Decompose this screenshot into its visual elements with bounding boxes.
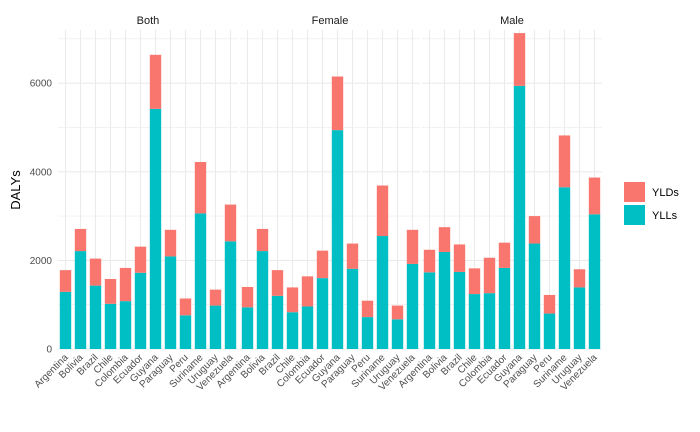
bar-ylls-both-chile (104, 303, 117, 349)
bar-ylds-female-uruguay (391, 305, 404, 320)
bar-ylls-both-ecuador (134, 272, 147, 349)
bar-ylds-female-chile (286, 287, 299, 313)
bar-ylds-male-argentina (423, 249, 436, 273)
y-axis-title: DALYs (8, 170, 23, 210)
bar-ylls-male-ecuador (498, 267, 511, 349)
bar-ylls-female-peru (361, 317, 374, 349)
bar-ylls-both-argentina (59, 291, 72, 349)
bar-ylds-female-suriname (376, 185, 389, 237)
bar-ylds-male-brazil (453, 244, 466, 272)
y-tick-label: 6000 (30, 79, 53, 90)
legend: YLDs YLLs (624, 182, 679, 225)
bar-ylls-female-chile (286, 312, 299, 349)
bar-ylds-both-ecuador (134, 246, 147, 273)
bar-ylls-male-chile (468, 294, 481, 349)
bar-ylls-male-guyana (513, 85, 526, 349)
bar-ylds-female-peru (361, 300, 374, 318)
bar-ylds-female-ecuador (316, 250, 329, 279)
bar-ylds-male-bolivia (438, 227, 451, 252)
bar-ylds-female-argentina (241, 286, 254, 308)
bar-ylls-female-argentina (241, 307, 254, 349)
bar-ylls-both-bolivia (74, 251, 87, 349)
bar-ylds-both-venezuela (224, 204, 237, 242)
bar-ylls-both-colombia (119, 301, 132, 349)
bar-ylds-both-peru (179, 298, 192, 316)
bar-ylds-both-chile (104, 278, 117, 304)
x-tick-labels: ArgentinaBoliviaBrazilChileColombiaEcuad… (33, 352, 600, 393)
bar-ylds-male-ecuador (498, 242, 511, 268)
bar-ylls-male-venezuela (588, 214, 601, 349)
bar-ylls-both-guyana (149, 108, 162, 349)
facet-label-male: Male (500, 15, 524, 27)
bar-ylds-both-suriname (194, 162, 207, 214)
bar-ylls-both-paraguay (164, 256, 177, 349)
bar-ylls-male-suriname (558, 187, 571, 349)
bar-ylls-male-bolivia (438, 251, 451, 349)
bar-ylls-male-peru (543, 313, 556, 349)
bar-ylds-female-colombia (301, 276, 314, 307)
bar-ylls-both-venezuela (224, 241, 237, 349)
bar-ylds-both-paraguay (164, 229, 177, 257)
bar-ylls-female-bolivia (256, 251, 269, 349)
legend-key-ylds (624, 182, 645, 202)
bar-ylds-female-bolivia (256, 228, 269, 252)
bar-ylds-both-bolivia (74, 228, 87, 252)
bar-ylds-female-venezuela (406, 229, 419, 264)
bar-ylds-male-chile (468, 268, 481, 295)
bar-ylls-female-uruguay (391, 319, 404, 349)
bar-ylls-female-brazil (271, 295, 284, 349)
bar-ylds-both-colombia (119, 267, 132, 302)
y-tick-label: 2000 (30, 256, 53, 267)
bar-ylds-both-brazil (89, 258, 102, 286)
bar-ylls-male-paraguay (528, 243, 541, 349)
legend-label-ylds: YLDs (652, 187, 679, 199)
bar-ylds-both-guyana (149, 54, 162, 109)
y-tick-label: 0 (46, 345, 52, 356)
bar-ylds-male-suriname (558, 135, 571, 188)
bar-ylds-male-uruguay (573, 269, 586, 288)
bar-ylls-both-suriname (194, 213, 207, 349)
bar-ylds-male-paraguay (528, 216, 541, 244)
bar-ylds-both-uruguay (209, 289, 222, 306)
y-tick-labels: 0 2000 4000 6000 (30, 79, 53, 356)
bar-ylds-female-guyana (331, 76, 344, 131)
bar-ylls-male-argentina (423, 272, 436, 349)
bar-ylls-both-brazil (89, 285, 102, 349)
facet-strips: Both Female Male (137, 15, 524, 27)
bar-ylds-male-venezuela (588, 177, 601, 215)
bar-ylls-female-suriname (376, 236, 389, 349)
legend-label-ylls: YLLs (652, 210, 678, 222)
bar-ylls-male-brazil (453, 271, 466, 349)
bar-ylls-female-paraguay (346, 268, 359, 349)
bar-ylls-both-peru (179, 315, 192, 349)
bar-ylds-male-guyana (513, 33, 526, 86)
bars (59, 33, 601, 349)
bar-ylds-female-brazil (271, 270, 284, 296)
facet-label-both: Both (137, 15, 160, 27)
bar-ylls-male-uruguay (573, 287, 586, 349)
bar-ylls-female-venezuela (406, 263, 419, 349)
bar-ylds-female-paraguay (346, 243, 359, 269)
bar-ylds-both-argentina (59, 270, 72, 292)
bar-ylds-male-peru (543, 294, 556, 314)
bar-ylls-both-uruguay (209, 305, 222, 349)
bar-ylls-male-colombia (483, 293, 496, 349)
legend-key-ylls (624, 205, 645, 225)
bar-ylls-female-colombia (301, 306, 314, 349)
bar-ylls-female-guyana (331, 130, 344, 349)
bar-ylds-male-colombia (483, 257, 496, 294)
y-tick-label: 4000 (30, 167, 53, 178)
facet-label-female: Female (312, 15, 349, 27)
bar-ylls-female-ecuador (316, 278, 329, 349)
